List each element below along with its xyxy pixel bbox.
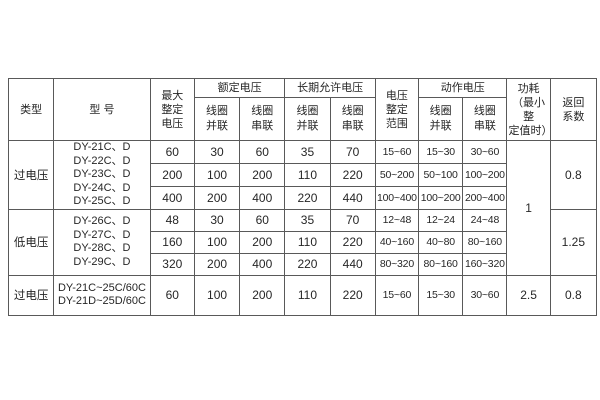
table-row: 320 200 400 220 440 80~320 80~160 160~32… — [9, 252, 597, 276]
value-cell: 440 — [329, 252, 376, 276]
table-row: 过电压 DY-21C~25C/60C DY-21D~25D/60C 60 100… — [7, 274, 598, 316]
range-cell: 160~320 — [462, 252, 508, 276]
header-voltage-setting-range: 电压 整定 范围 — [374, 78, 420, 141]
return-coeff-cell-g3: 0.8 — [549, 274, 598, 316]
value-cell: 200 — [239, 274, 286, 316]
range-cell: 80~160 — [418, 252, 464, 276]
range-cell: 24~48 — [462, 208, 508, 232]
model-cell-g1: DY-21C、D DY-22C、D DY-23C、D DY-24C、D DY-2… — [53, 140, 151, 210]
type-cell-undervoltage: 低电压 — [7, 208, 55, 276]
header-power-consumption: 功耗 （最小整 定值时） — [506, 78, 551, 141]
value-cell: 220 — [329, 230, 376, 254]
range-cell: 200~400 — [462, 185, 508, 210]
header-row-2: 线圈 并联 线圈 串联 线圈 并联 线圈 串联 线圈 并联 线圈 串联 — [9, 97, 597, 141]
range-cell: 100~200 — [418, 185, 464, 210]
header-return-coefficient: 返回 系数 — [549, 78, 598, 141]
value-cell: 35 — [284, 140, 331, 164]
value-cell: 70 — [329, 208, 376, 232]
return-coeff-cell-g2: 1.25 — [549, 208, 598, 276]
header-max-setting-voltage: 最大 整定 电压 — [149, 78, 195, 141]
value-cell: 400 — [239, 252, 286, 276]
subheader-operating-coil-series: 线圈 串联 — [462, 97, 508, 141]
value-cell: 110 — [284, 162, 331, 187]
value-cell: 60 — [239, 208, 286, 232]
value-cell: 60 — [239, 140, 286, 164]
value-cell: 220 — [284, 252, 331, 276]
value-cell: 110 — [284, 230, 331, 254]
range-cell: 40~80 — [418, 230, 464, 254]
value-cell: 160 — [149, 230, 195, 254]
header-model-column: 型 号 — [53, 78, 151, 141]
subheader-operating-coil-parallel: 线圈 并联 — [418, 97, 464, 141]
header-operating-voltage-group: 动作电压 — [418, 78, 508, 98]
table-row: 过电压 DY-21C、D DY-22C、D DY-23C、D DY-24C、D … — [7, 140, 598, 276]
range-cell: 15~60 — [374, 140, 420, 164]
range-cell: 100~200 — [462, 162, 508, 187]
value-cell: 220 — [329, 162, 376, 187]
range-cell: 30~60 — [462, 140, 508, 164]
value-cell: 100 — [193, 274, 241, 316]
value-cell: 60 — [149, 140, 195, 164]
range-cell: 80~320 — [374, 252, 420, 276]
value-cell: 48 — [149, 208, 195, 232]
value-cell: 60 — [149, 274, 195, 316]
value-cell: 400 — [239, 185, 286, 210]
value-cell: 100 — [193, 162, 241, 187]
type-cell-overvoltage-2: 过电压 — [7, 274, 55, 316]
subheader-longterm-coil-parallel: 线圈 并联 — [284, 97, 331, 141]
return-coeff-cell-g1: 0.8 — [549, 140, 598, 210]
header-type-column: 类型 — [7, 78, 55, 141]
range-cell: 50~100 — [418, 162, 464, 187]
value-cell: 220 — [329, 274, 376, 316]
value-cell: 440 — [329, 185, 376, 210]
table-row: 160 100 200 110 220 40~160 40~80 80~160 — [9, 230, 597, 254]
header-row-1: 类型 型 号 最大 整定 电压 额定电压 长期允许电压 电压 整定 范围 动作电… — [7, 78, 598, 141]
header-rated-voltage-group: 额定电压 — [193, 78, 286, 98]
model-cell-g2: DY-26C、D DY-27C、D DY-28C、D DY-29C、D — [53, 208, 151, 276]
value-cell: 70 — [329, 140, 376, 164]
table-row: 低电压 DY-26C、D DY-27C、D DY-28C、D DY-29C、D … — [7, 208, 598, 276]
relay-spec-table: 类型 型 号 最大 整定 电压 额定电压 长期允许电压 电压 整定 范围 动作电… — [7, 78, 598, 316]
subheader-rated-coil-series: 线圈 串联 — [239, 97, 286, 141]
value-cell: 100 — [193, 230, 241, 254]
table-row: 400 200 400 220 440 100~400 100~200 200~… — [9, 185, 597, 210]
range-cell: 12~48 — [374, 208, 420, 232]
header-longterm-voltage-group: 长期允许电压 — [284, 78, 376, 98]
value-cell: 30 — [193, 140, 241, 164]
value-cell: 400 — [149, 185, 195, 210]
range-cell: 100~400 — [374, 185, 420, 210]
model-cell-g3: DY-21C~25C/60C DY-21D~25D/60C — [53, 274, 151, 316]
value-cell: 200 — [193, 185, 241, 210]
range-cell: 15~60 — [374, 274, 420, 316]
range-cell: 15~30 — [418, 140, 464, 164]
range-cell: 12~24 — [418, 208, 464, 232]
range-cell: 30~60 — [462, 274, 508, 316]
range-cell: 40~160 — [374, 230, 420, 254]
value-cell: 200 — [239, 230, 286, 254]
power-cell-shared: 1 — [506, 140, 551, 276]
value-cell: 220 — [284, 185, 331, 210]
value-cell: 200 — [193, 252, 241, 276]
value-cell: 320 — [149, 252, 195, 276]
range-cell: 80~160 — [462, 230, 508, 254]
power-cell-g3: 2.5 — [506, 274, 551, 316]
value-cell: 200 — [239, 162, 286, 187]
value-cell: 30 — [193, 208, 241, 232]
type-cell-overvoltage: 过电压 — [7, 140, 55, 210]
range-cell: 15~30 — [418, 274, 464, 316]
subheader-rated-coil-parallel: 线圈 并联 — [193, 97, 241, 141]
value-cell: 200 — [149, 162, 195, 187]
range-cell: 50~200 — [374, 162, 420, 187]
subheader-longterm-coil-series: 线圈 串联 — [329, 97, 376, 141]
value-cell: 110 — [284, 274, 331, 316]
value-cell: 35 — [284, 208, 331, 232]
